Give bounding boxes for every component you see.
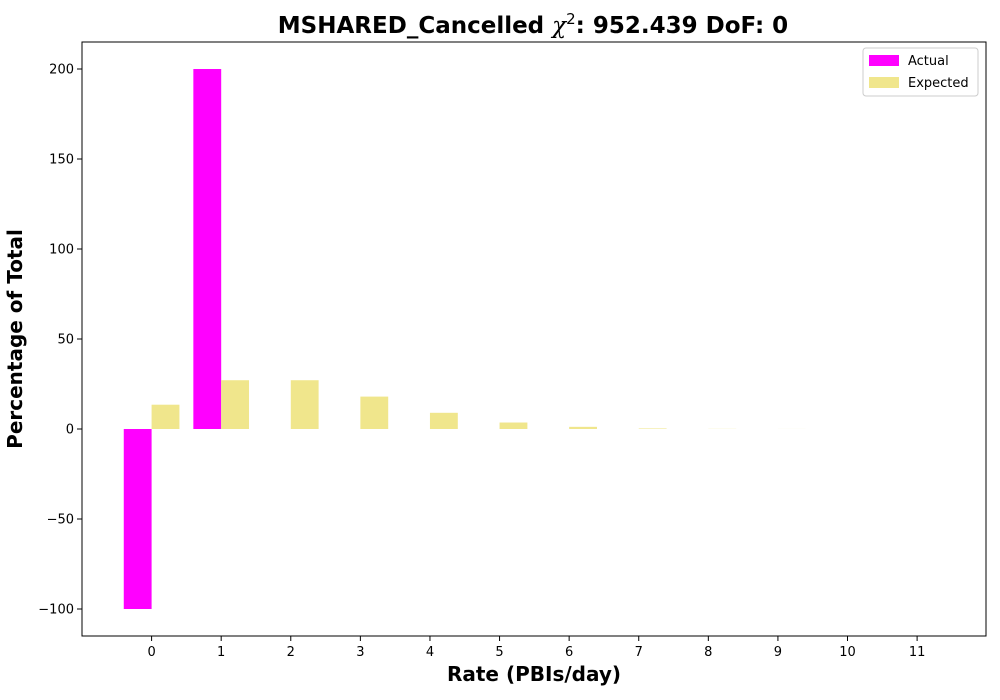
y-tick-label: 0 <box>66 423 74 438</box>
bar-expected-4 <box>429 412 458 429</box>
x-tick-label: 2 <box>287 645 295 660</box>
x-tick-label: 9 <box>774 645 782 660</box>
y-tick-label: −50 <box>47 513 74 528</box>
chart-title: MSHARED_Cancelled χ2: 952.439 DoF: 0 <box>278 10 788 39</box>
legend-swatch-expected <box>869 77 899 88</box>
x-axis-title: Rate (PBIs/day) <box>447 662 621 686</box>
y-tick-label: 150 <box>49 153 74 168</box>
x-tick-label: 5 <box>495 645 503 660</box>
bar-actual-1 <box>193 69 222 429</box>
x-tick-label: 3 <box>356 645 364 660</box>
x-tick-label: 10 <box>839 645 856 660</box>
bar-expected-2 <box>290 380 319 429</box>
y-tick-label: 50 <box>57 333 74 348</box>
bar-expected-5 <box>499 422 528 429</box>
bar-actual-0 <box>123 429 152 609</box>
y-tick-label: 200 <box>49 63 74 78</box>
y-axis: −100 −50 0 50 100 150 200 <box>38 63 82 618</box>
bars-layer <box>123 69 806 609</box>
x-tick-label: 6 <box>565 645 573 660</box>
x-tick-label: 7 <box>635 645 643 660</box>
x-tick-label: 11 <box>909 645 926 660</box>
y-tick-label: −100 <box>38 603 74 618</box>
x-tick-label: 1 <box>217 645 225 660</box>
bar-expected-7 <box>638 428 667 429</box>
bar-expected-3 <box>360 396 389 429</box>
x-tick-label: 8 <box>704 645 712 660</box>
bar-expected-0 <box>151 404 180 429</box>
y-axis-title: Percentage of Total <box>3 229 27 449</box>
y-tick-label: 100 <box>49 243 74 258</box>
legend-label-expected: Expected <box>908 76 969 91</box>
legend: Actual Expected <box>862 47 979 97</box>
bar-expected-6 <box>569 426 597 429</box>
bar-expected-1 <box>221 380 250 429</box>
x-tick-label: 4 <box>426 645 434 660</box>
legend-swatch-actual <box>869 55 899 66</box>
plot-frame <box>81 41 987 637</box>
x-tick-label: 0 <box>147 645 155 660</box>
legend-label-actual: Actual <box>908 54 949 69</box>
x-axis: 0 1 2 3 4 5 6 7 8 9 10 11 <box>147 636 925 660</box>
